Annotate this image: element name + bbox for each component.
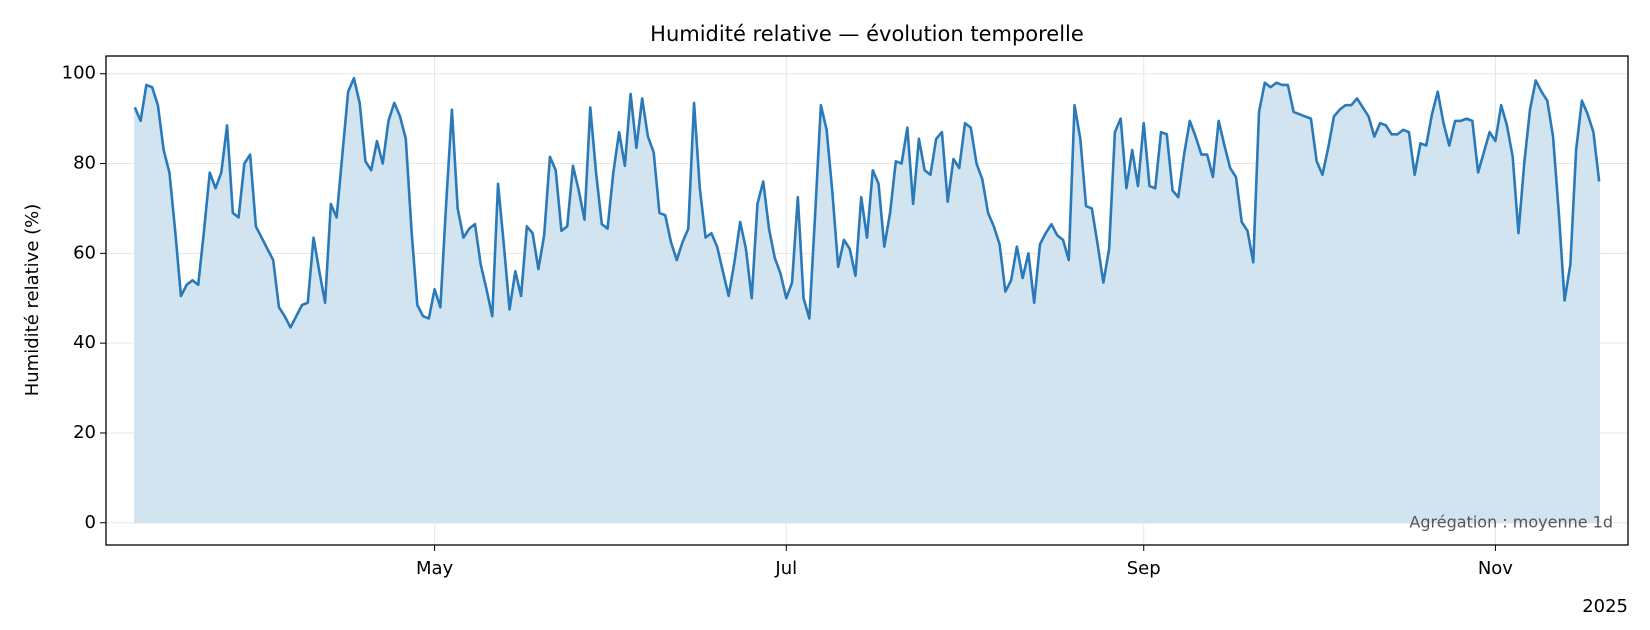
plot-frame [105, 55, 1629, 546]
x-tick-label: May [416, 558, 454, 579]
y-axis-label: Humidité relative (%) [22, 204, 43, 397]
y-tick-label: 40 [73, 332, 96, 353]
y-tick-label: 80 [73, 153, 96, 174]
annotation: Agrégation : moyenne 1d [1409, 513, 1613, 532]
series-line [133, 76, 1601, 329]
area-fill [134, 75, 1600, 524]
y-tick-label: 100 [62, 63, 96, 84]
x-offset-label: 2025 [1582, 596, 1628, 617]
y-tick-label: 0 [85, 512, 96, 533]
x-tick-label: Jul [774, 558, 797, 579]
y-tick-label: 60 [73, 242, 96, 263]
x-tick-label: Nov [1478, 558, 1513, 579]
x-tick-label: Sep [1127, 558, 1161, 579]
y-tick-label: 20 [73, 422, 96, 443]
chart-title: Humidité relative — évolution temporelle [650, 22, 1084, 46]
